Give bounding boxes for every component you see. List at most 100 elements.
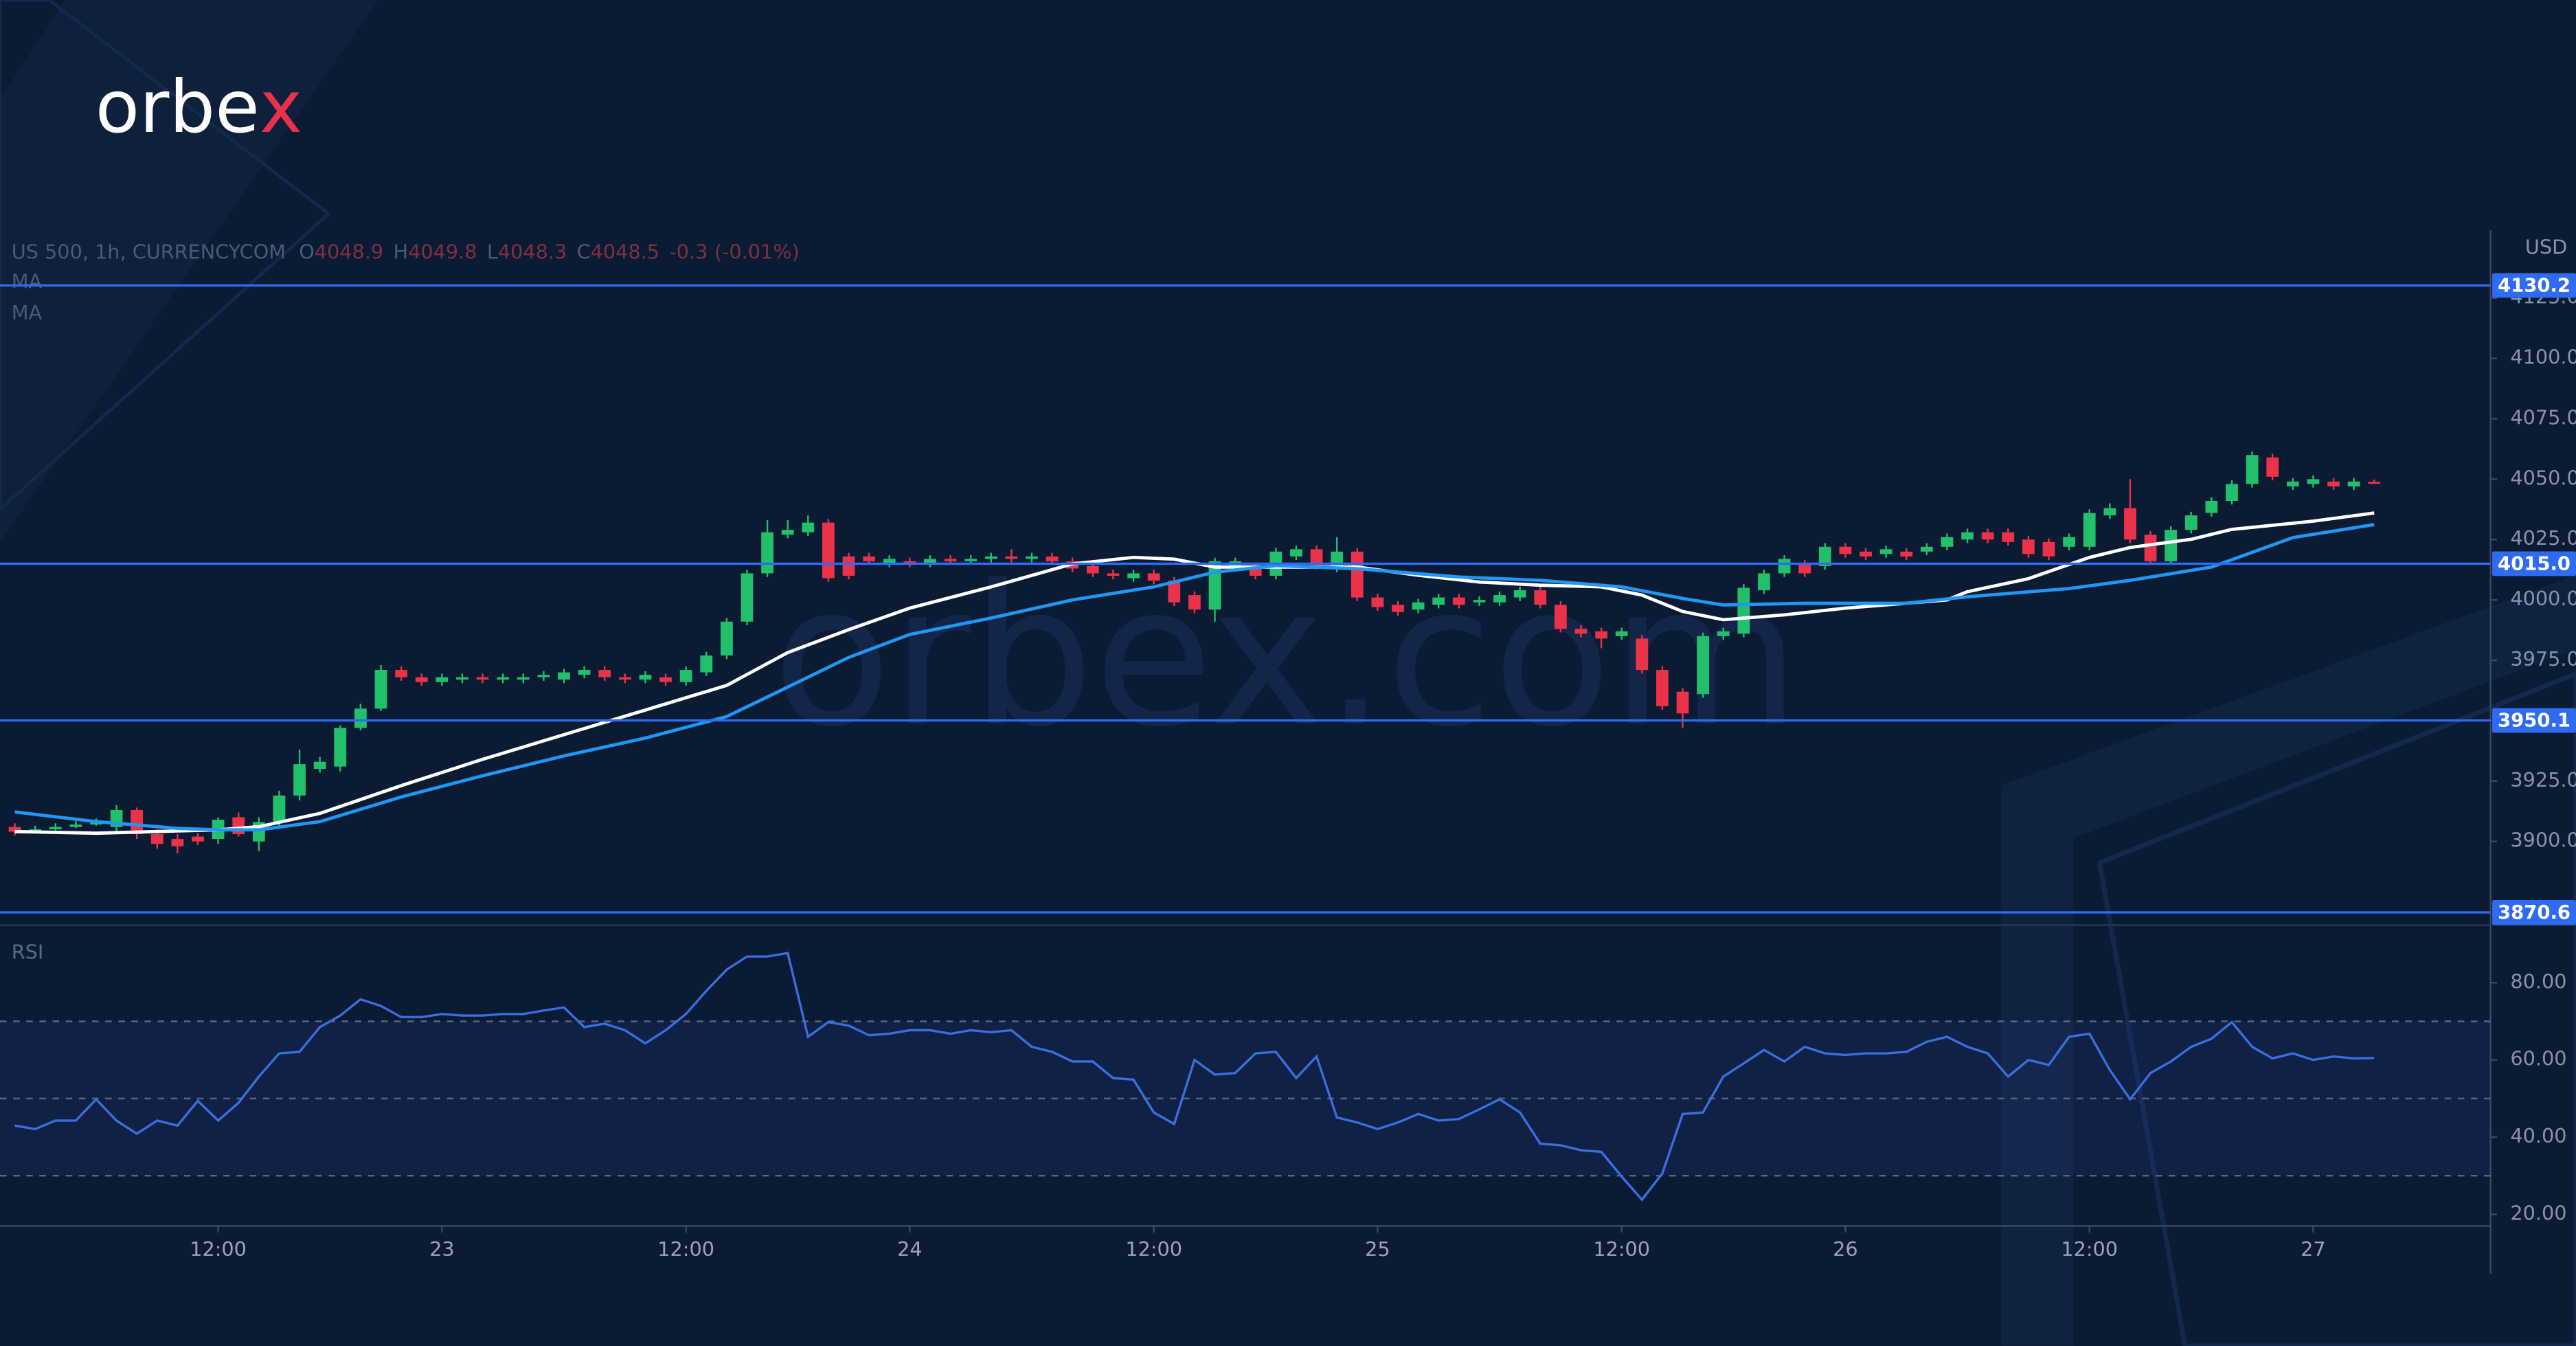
candle-body: [192, 836, 204, 842]
level-label: 4015.0: [2498, 553, 2571, 575]
x-tick-label: 24: [897, 1237, 923, 1261]
x-tick-label: 12:00: [657, 1237, 714, 1261]
candle-body: [2124, 508, 2136, 540]
candle-body: [1697, 636, 1710, 695]
ma-legend: MA: [12, 269, 43, 293]
candle-body: [1432, 597, 1445, 605]
candle-body: [90, 822, 102, 825]
candle-body: [1168, 581, 1181, 603]
level-label: 3870.6: [2498, 901, 2571, 923]
candle-body: [1534, 590, 1547, 605]
candle-body: [150, 834, 163, 844]
candle-body: [1758, 573, 1770, 591]
candle-body: [2246, 455, 2259, 484]
candle-body: [1026, 556, 1038, 559]
decor-shape: [0, 0, 332, 512]
candle-body: [2226, 484, 2238, 502]
y-tick-label: 40.00: [2510, 1124, 2566, 1147]
candle-body: [1513, 590, 1526, 598]
level-label: 4130.2: [2498, 275, 2571, 297]
ma-legend: MA: [12, 301, 43, 324]
x-tick-label: 25: [1365, 1237, 1390, 1261]
y-tick-label: 4000.0: [2510, 587, 2576, 610]
y-tick-label: 3975.0: [2510, 647, 2576, 671]
candle-body: [2042, 541, 2055, 557]
candle-body: [1778, 559, 1791, 574]
y-tick-label: 60.00: [2510, 1047, 2566, 1070]
level-label-box: [2492, 273, 2576, 298]
logo: orbex: [95, 65, 302, 149]
candle-body: [578, 670, 591, 675]
candle-body: [1371, 597, 1384, 607]
candle-body: [1127, 573, 1140, 579]
y-tick-label: 3900.0: [2510, 829, 2576, 852]
candle-body: [984, 556, 997, 559]
candle-body: [1860, 551, 1872, 557]
header-item: 4048.3: [498, 240, 567, 263]
candle-body: [679, 670, 692, 682]
candle-body: [273, 795, 286, 822]
candle-body: [741, 573, 754, 622]
candle-body: [1981, 532, 1994, 540]
candle-body: [1900, 551, 1913, 557]
candle-body: [761, 532, 773, 574]
price-pane: [8, 451, 2381, 854]
candle-body: [842, 556, 855, 576]
header-item: 4048.9: [315, 240, 383, 263]
candle-body: [618, 677, 631, 680]
rsi-band: [0, 1021, 2491, 1176]
candle-body: [1147, 573, 1160, 581]
candle-body: [2103, 508, 2116, 516]
candle-body: [2368, 482, 2381, 484]
x-tick-label: 27: [2301, 1237, 2326, 1261]
y-tick-label: 4025.0: [2510, 526, 2576, 550]
rsi-title: RSI: [12, 940, 44, 963]
candle-body: [313, 761, 326, 770]
candle-body: [456, 677, 468, 680]
candle-body: [1493, 595, 1506, 603]
candle-body: [2266, 457, 2279, 477]
candle-body: [49, 827, 62, 830]
header-item: H: [394, 240, 409, 263]
candle-body: [700, 655, 713, 673]
candle-body: [1290, 549, 1302, 557]
candle-body: [293, 764, 306, 796]
candle-body: [781, 530, 794, 535]
candle-body: [1412, 602, 1425, 610]
level-label-box: [2492, 551, 2576, 576]
rsi-line: [14, 952, 2375, 1202]
header-item: L: [487, 240, 498, 263]
candle-body: [354, 708, 367, 728]
candle-body: [964, 559, 978, 561]
candle-body: [1615, 631, 1628, 636]
candle-body: [374, 670, 387, 709]
currency-label: USD: [2525, 235, 2567, 258]
candle-body: [639, 675, 652, 680]
candle-body: [1717, 631, 1730, 636]
candle-body: [436, 677, 449, 682]
x-tick-label: 23: [429, 1237, 455, 1261]
level-label: 3950.1: [2498, 710, 2571, 732]
decor-shape: [2000, 575, 2576, 1346]
candle-body: [1798, 563, 1811, 574]
candle-body: [720, 621, 733, 655]
candle-body: [395, 670, 407, 677]
watermark: orbex.com: [773, 543, 1800, 770]
candle-body: [1473, 600, 1486, 603]
candle-body: [659, 677, 672, 682]
candle-body: [415, 677, 428, 682]
candle-body: [1595, 631, 1607, 639]
candle-body: [1818, 546, 1831, 566]
candle-body: [1941, 537, 1954, 547]
candle-body: [924, 559, 936, 564]
candle-body: [1351, 551, 1364, 598]
candle-body: [822, 522, 835, 579]
candle-body: [334, 728, 347, 767]
y-tick-label: 20.00: [2510, 1201, 2566, 1224]
candle-body: [802, 522, 815, 532]
candle-body: [2347, 481, 2360, 486]
header-item: -0.3: [669, 240, 708, 263]
x-tick-label: 12:00: [2061, 1237, 2118, 1261]
candle-body: [558, 672, 570, 680]
level-label-box: [2492, 708, 2576, 733]
